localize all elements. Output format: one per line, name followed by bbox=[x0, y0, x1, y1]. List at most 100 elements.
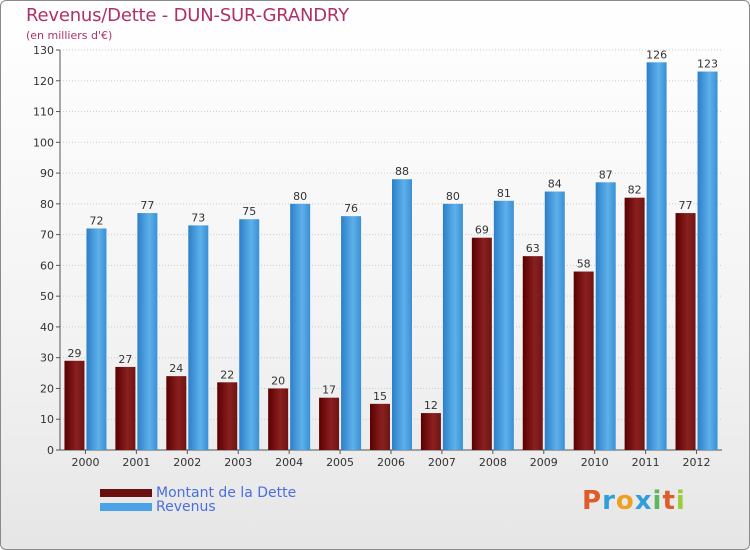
debt-bar bbox=[217, 382, 238, 450]
legend-label-debt: Montant de la Dette bbox=[156, 485, 297, 501]
x-tick-label: 2005 bbox=[326, 456, 354, 469]
data-label: 73 bbox=[191, 211, 205, 224]
debt-bar bbox=[471, 237, 492, 450]
revenue-bar bbox=[86, 228, 107, 450]
debt-bar bbox=[522, 256, 543, 450]
revenue-bar bbox=[544, 191, 565, 451]
debt-bar bbox=[166, 376, 187, 450]
x-tick-label: 2009 bbox=[530, 456, 558, 469]
x-tick-label: 2011 bbox=[632, 456, 660, 469]
revenue-bar bbox=[392, 179, 412, 450]
x-tick-label: 2002 bbox=[173, 456, 201, 469]
debt-bar bbox=[573, 271, 594, 450]
chart-subtitle: (en milliers d'€) bbox=[26, 29, 113, 42]
legend: Montant de la Dette Revenus bbox=[100, 485, 297, 515]
debt-bar bbox=[370, 403, 390, 450]
x-tick-label: 2001 bbox=[122, 456, 150, 469]
debt-bar bbox=[675, 213, 696, 450]
y-tick-label: 110 bbox=[33, 106, 54, 119]
bars bbox=[64, 62, 718, 451]
revenue-bar bbox=[697, 71, 718, 451]
y-tick-label: 70 bbox=[40, 229, 54, 242]
data-label: 63 bbox=[526, 242, 540, 255]
revenue-bar bbox=[341, 216, 362, 450]
y-tick-label: 40 bbox=[40, 321, 54, 334]
revenue-bar bbox=[290, 203, 311, 450]
y-tick-label: 10 bbox=[40, 413, 54, 426]
data-labels: 29 72 27 77 24 73 22 75 20 80 17 76 15 88 12 80 69 81 63 84… bbox=[67, 48, 718, 412]
data-label: 77 bbox=[140, 199, 154, 212]
grid-lines bbox=[60, 49, 722, 451]
data-label: 81 bbox=[497, 187, 511, 200]
debt-bar bbox=[420, 413, 441, 450]
data-label: 123 bbox=[697, 58, 718, 71]
y-tick-label: 120 bbox=[33, 75, 54, 88]
x-tick-label: 2000 bbox=[71, 456, 99, 469]
revenue-bar bbox=[595, 182, 616, 451]
y-tick-label: 130 bbox=[33, 44, 54, 57]
data-label: 77 bbox=[679, 199, 693, 212]
revenue-bar bbox=[188, 225, 209, 450]
debt-bar bbox=[624, 197, 645, 450]
data-label: 80 bbox=[446, 190, 460, 203]
logo-letter: i bbox=[652, 486, 663, 516]
data-label: 88 bbox=[395, 165, 409, 178]
data-label: 75 bbox=[242, 205, 256, 218]
data-label: 12 bbox=[424, 399, 438, 412]
logo-letter: P bbox=[582, 486, 603, 516]
x-tick-label: 2012 bbox=[683, 456, 711, 469]
data-label: 15 bbox=[373, 390, 387, 403]
logo-letter: i bbox=[675, 486, 686, 516]
x-tick-label: 2006 bbox=[377, 456, 405, 469]
data-label: 72 bbox=[89, 214, 103, 227]
data-label: 126 bbox=[646, 48, 667, 61]
x-tick-label: 2003 bbox=[224, 456, 252, 469]
debt-bar bbox=[319, 397, 340, 450]
x-tick-label: 2007 bbox=[428, 456, 456, 469]
legend-item-revenue: Revenus bbox=[100, 499, 296, 515]
y-tick-label: 90 bbox=[40, 167, 54, 180]
legend-swatch-debt bbox=[100, 489, 152, 497]
revenue-bar bbox=[239, 219, 260, 450]
y-tick-label: 0 bbox=[47, 444, 54, 457]
data-label: 76 bbox=[344, 202, 358, 215]
logo-letter: r bbox=[602, 486, 616, 516]
debt-bar bbox=[115, 366, 136, 450]
data-label: 24 bbox=[169, 362, 183, 375]
debt-bar bbox=[64, 360, 85, 450]
legend-label-revenue: Revenus bbox=[156, 499, 216, 515]
chart-title: Revenus/Dette - DUN-SUR-GRANDRY bbox=[26, 5, 349, 26]
revenue-bar bbox=[137, 213, 158, 450]
y-tick-label: 30 bbox=[40, 352, 54, 365]
y-tick-label: 50 bbox=[40, 290, 54, 303]
logo-letter: x bbox=[634, 486, 653, 516]
data-label: 80 bbox=[293, 190, 307, 203]
data-label: 58 bbox=[577, 258, 591, 271]
legend-item-debt: Montant de la Dette bbox=[100, 485, 297, 501]
data-label: 20 bbox=[271, 374, 285, 387]
data-label: 27 bbox=[118, 353, 132, 366]
debt-bar bbox=[268, 388, 289, 450]
y-tick-label: 80 bbox=[40, 198, 54, 211]
proxiti-logo: Proxiti bbox=[582, 486, 686, 516]
x-tick-label: 2008 bbox=[479, 456, 507, 469]
data-label: 87 bbox=[599, 168, 613, 181]
x-tick-label: 2004 bbox=[275, 456, 303, 469]
logo-letter: t bbox=[662, 486, 676, 516]
data-label: 84 bbox=[548, 178, 562, 191]
x-tick-label: 2010 bbox=[581, 456, 609, 469]
logo-letter: o bbox=[615, 486, 635, 516]
data-label: 82 bbox=[628, 184, 642, 197]
revenue-bar bbox=[442, 203, 463, 450]
y-tick-label: 20 bbox=[40, 382, 54, 395]
revenue-bar bbox=[493, 200, 514, 450]
y-tick-label: 100 bbox=[33, 136, 54, 149]
data-label: 29 bbox=[67, 347, 81, 360]
data-label: 17 bbox=[322, 384, 336, 397]
legend-swatch-revenue bbox=[100, 503, 152, 511]
data-label: 22 bbox=[220, 368, 234, 381]
revenue-bar bbox=[646, 62, 667, 451]
y-tick-label: 60 bbox=[40, 259, 54, 272]
data-label: 69 bbox=[475, 224, 489, 237]
